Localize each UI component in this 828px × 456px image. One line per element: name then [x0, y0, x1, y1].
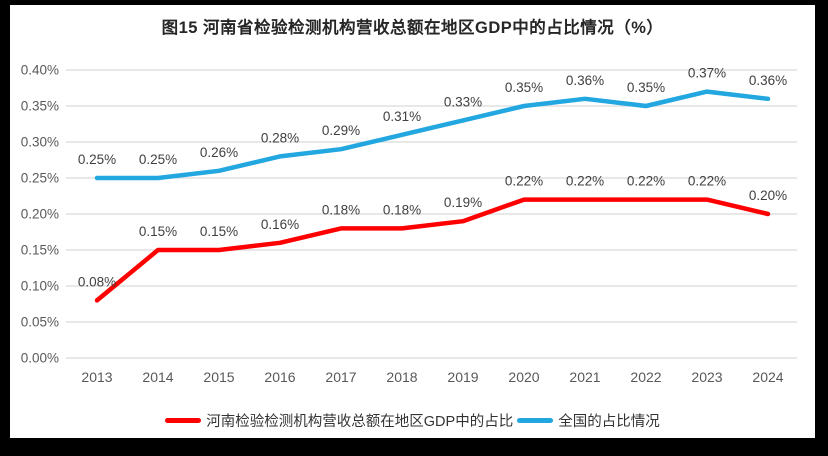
data-label: 0.25%	[139, 152, 177, 167]
legend-item-national: 全国的占比情况	[517, 410, 660, 431]
data-label: 0.33%	[444, 94, 482, 109]
legend-label-national: 全国的占比情况	[558, 414, 660, 430]
x-tick-label: 2019	[447, 369, 478, 385]
data-label: 0.16%	[261, 217, 299, 232]
y-tick-label: 0.05%	[21, 314, 59, 329]
data-label: 0.22%	[688, 174, 726, 189]
legend-item-henan: 河南检验检测机构营收总额在地区GDP中的占比	[165, 410, 513, 431]
x-tick-label: 2022	[630, 369, 661, 385]
data-label: 0.26%	[200, 145, 238, 160]
data-label: 0.18%	[322, 202, 360, 217]
data-label: 0.31%	[383, 109, 421, 124]
x-tick-label: 2018	[386, 369, 417, 385]
y-tick-label: 0.35%	[21, 98, 59, 113]
data-label: 0.25%	[78, 152, 116, 167]
x-tick-label: 2021	[569, 369, 600, 385]
y-tick-label: 0.25%	[21, 170, 59, 185]
series-line-1	[94, 89, 771, 181]
x-tick-label: 2017	[325, 369, 356, 385]
x-tick-label: 2024	[752, 369, 783, 385]
x-tick-label: 2013	[81, 369, 112, 385]
legend-label-henan: 河南检验检测机构营收总额在地区GDP中的占比	[206, 414, 514, 430]
line-chart: 0.00% 0.05% 0.10% 0.15% 0.20% 0.25% 0.30% 0.35%…	[21, 62, 797, 385]
chart-canvas: 图15 河南省检验检测机构营收总额在地区GDP中的占比情况（%） 0.00% 0.…	[10, 5, 815, 438]
x-tick-label: 2015	[203, 369, 234, 385]
y-tick-label: 0.10%	[21, 278, 59, 293]
data-label: 0.15%	[139, 224, 177, 239]
data-label: 0.15%	[200, 224, 238, 239]
y-tick-label: 0.40%	[21, 62, 59, 77]
y-tick-label: 0.30%	[21, 134, 59, 149]
y-tick-label: 0.15%	[21, 242, 59, 257]
data-label: 0.35%	[627, 80, 665, 95]
data-label: 0.29%	[322, 123, 360, 138]
data-label: 0.36%	[749, 73, 787, 88]
x-tick-label: 2020	[508, 369, 539, 385]
legend-marker-national	[517, 418, 554, 423]
x-tick-label: 2014	[142, 369, 173, 385]
data-label: 0.37%	[688, 66, 726, 81]
y-tick-label: 0.20%	[21, 206, 59, 221]
data-label: 0.36%	[566, 73, 604, 88]
data-label: 0.18%	[383, 202, 421, 217]
chart-title: 图15 河南省检验检测机构营收总额在地区GDP中的占比情况（%）	[161, 19, 664, 37]
legend-marker-henan	[165, 418, 202, 423]
data-label: 0.22%	[566, 174, 604, 189]
data-label: 0.19%	[444, 195, 482, 210]
data-label: 0.20%	[749, 188, 787, 203]
series-line-0	[94, 197, 771, 303]
y-tick-label: 0.00%	[21, 350, 59, 365]
x-tick-label: 2023	[691, 369, 722, 385]
data-label: 0.28%	[261, 130, 299, 145]
chart-legend: 河南检验检测机构营收总额在地区GDP中的占比 全国的占比情况	[10, 410, 815, 431]
x-tick-label: 2016	[264, 369, 295, 385]
data-label: 0.35%	[505, 80, 543, 95]
data-label: 0.22%	[627, 174, 665, 189]
data-label: 0.08%	[78, 274, 116, 289]
data-label: 0.22%	[505, 174, 543, 189]
